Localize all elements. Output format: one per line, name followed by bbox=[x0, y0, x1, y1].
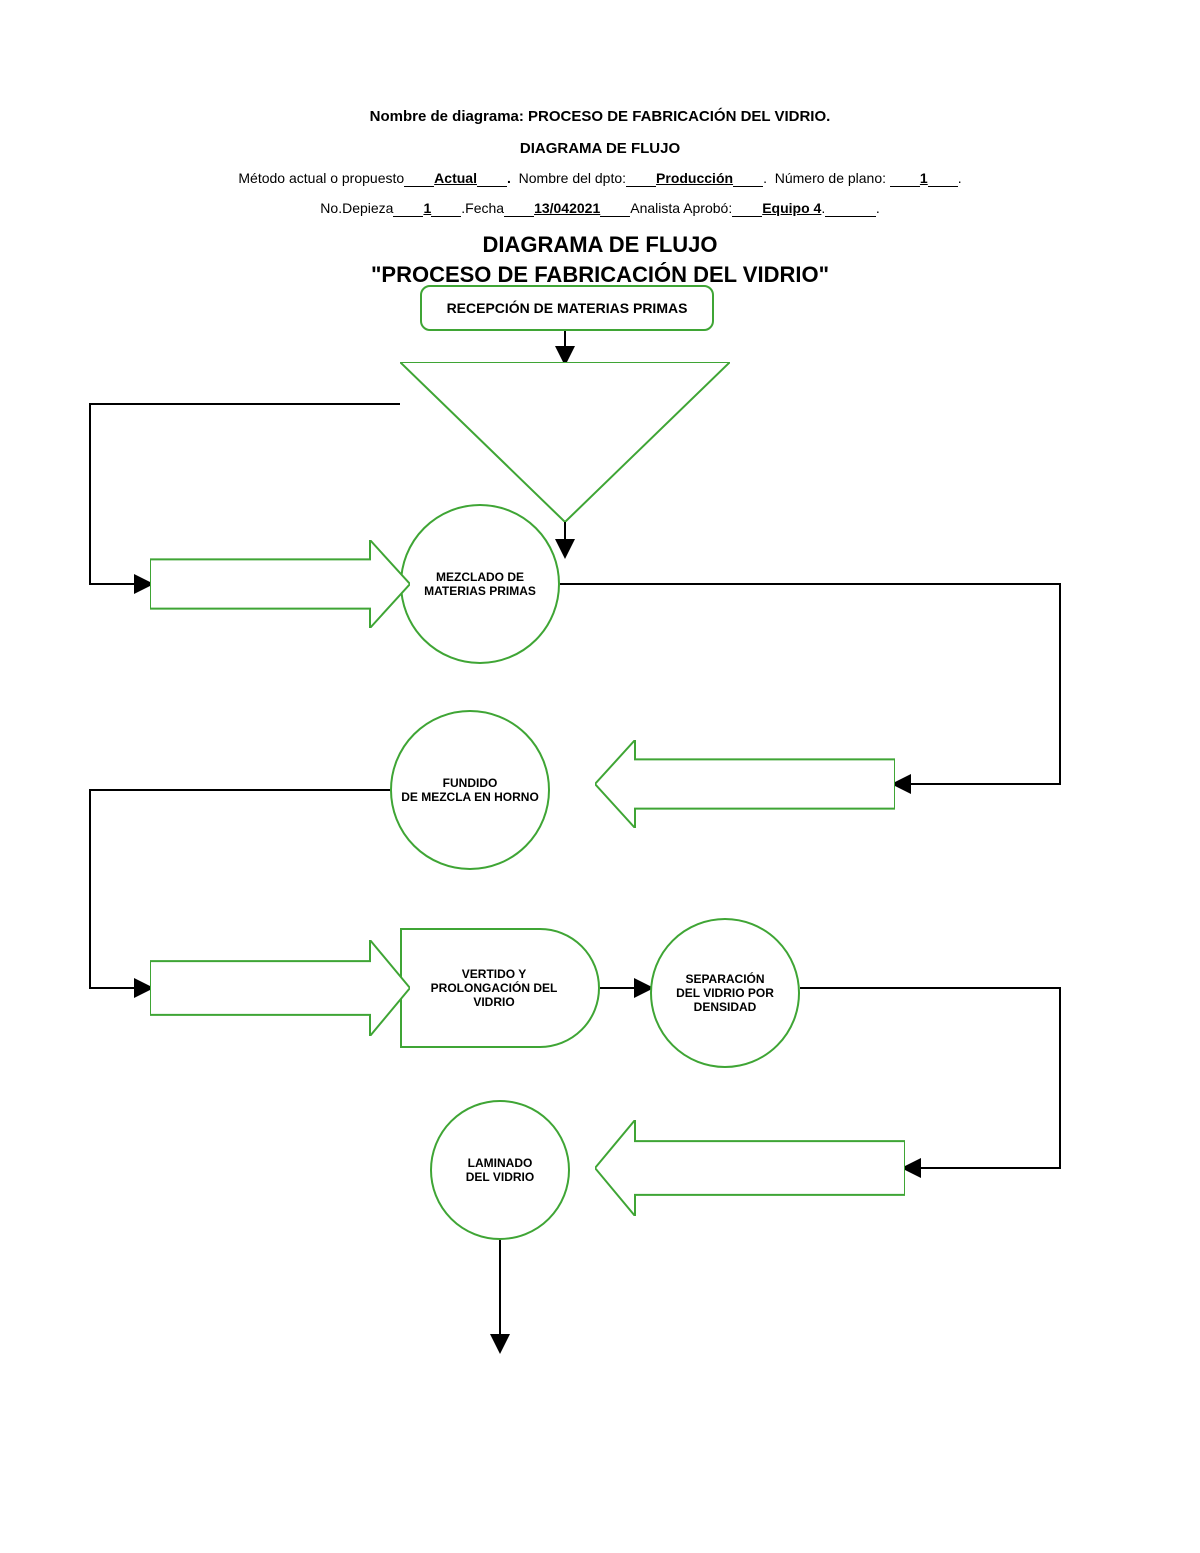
node-fundido: FUNDIDO DE MEZCLA EN HORNO bbox=[390, 710, 550, 870]
node-separacion: SEPARACIÓN DEL VIDRIO POR DENSIDAD bbox=[650, 918, 800, 1068]
title-flow: DIAGRAMA DE FLUJO bbox=[0, 232, 1200, 258]
node-recepcion: RECEPCIÓN DE MATERIAS PRIMAS bbox=[420, 285, 714, 331]
diagram-stage: Nombre de diagrama: PROCESO DE FABRICACI… bbox=[0, 0, 1200, 1553]
node-almacen bbox=[400, 362, 730, 522]
header-line-2: Método actual o propuesto Actual . Nombr… bbox=[0, 170, 1200, 187]
header-line-3: No.Depieza 1 .Fecha 13/042021 Analista A… bbox=[0, 200, 1200, 217]
node-transp4 bbox=[595, 1120, 905, 1216]
node-transp1 bbox=[150, 540, 410, 628]
node-mezclado: MEZCLADO DE MATERIAS PRIMAS bbox=[400, 504, 560, 664]
node-laminado: LAMINADO DEL VIDRIO bbox=[430, 1100, 570, 1240]
header-line-1: DIAGRAMA DE FLUJO bbox=[0, 140, 1200, 157]
node-transp2 bbox=[595, 740, 895, 828]
header-line-0: Nombre de diagrama: PROCESO DE FABRICACI… bbox=[0, 108, 1200, 125]
node-transp3 bbox=[150, 940, 410, 1036]
node-vertido: VERTIDO Y PROLONGACIÓN DEL VIDRIO bbox=[400, 928, 600, 1048]
